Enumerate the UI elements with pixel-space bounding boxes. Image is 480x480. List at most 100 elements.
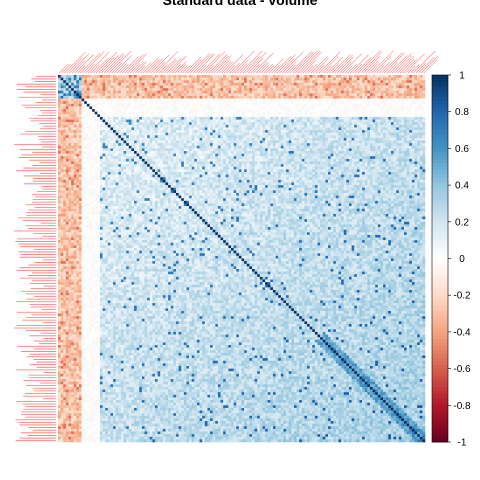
heatmap-cell: [409, 119, 413, 123]
heatmap-cell: [364, 145, 368, 149]
heatmap-cell: [296, 130, 300, 133]
heatmap-cell: [380, 130, 384, 133]
heatmap-cell: [254, 77, 258, 81]
heatmap-cell: [231, 111, 234, 115]
heatmap-cell: [220, 111, 224, 115]
heatmap-cell: [236, 135, 240, 139]
heatmap-cell: [170, 82, 174, 86]
heatmap-cell: [411, 101, 415, 105]
heatmap-cell: [92, 148, 95, 152]
heatmap-cell: [291, 124, 295, 128]
heatmap-cell: [115, 75, 119, 78]
heatmap-cell: [113, 137, 116, 141]
heatmap-cell: [204, 127, 208, 131]
heatmap-cell: [68, 77, 72, 81]
heatmap-cell: [183, 114, 187, 118]
heatmap-cell: [165, 85, 169, 89]
heatmap-cell: [341, 116, 345, 120]
heatmap-cell: [94, 119, 98, 123]
heatmap-cell: [165, 114, 169, 118]
column-label-mark: [407, 65, 416, 74]
heatmap-cell: [249, 82, 253, 86]
heatmap-cell: [246, 95, 250, 99]
column-label-mark: [137, 65, 146, 74]
heatmap-cell: [301, 90, 305, 94]
heatmap-cell: [369, 143, 373, 147]
heatmap-cell: [280, 135, 284, 139]
heatmap-cell: [251, 116, 255, 120]
heatmap-cell: [154, 130, 158, 133]
heatmap-cell: [280, 93, 284, 97]
heatmap-cell: [120, 135, 124, 139]
heatmap-cell: [320, 80, 324, 84]
heatmap-cell: [144, 145, 148, 149]
heatmap-cell: [307, 151, 310, 154]
heatmap-cell: [280, 148, 284, 152]
heatmap-cell: [422, 156, 426, 160]
heatmap-cell: [272, 135, 276, 139]
heatmap-cell: [375, 135, 379, 139]
heatmap-cell: [181, 85, 185, 89]
heatmap-cell: [322, 106, 326, 110]
heatmap-cell: [134, 124, 137, 128]
heatmap-cell: [341, 119, 345, 123]
heatmap-cell: [107, 151, 111, 154]
heatmap-cell: [278, 119, 282, 123]
heatmap-cell: [215, 135, 219, 139]
heatmap-cell: [147, 151, 151, 154]
heatmap-cell: [291, 143, 295, 147]
heatmap-cell: [204, 124, 208, 128]
heatmap-cell: [183, 137, 187, 141]
heatmap-cell: [189, 85, 192, 89]
heatmap-cell: [369, 156, 373, 160]
heatmap-cell: [390, 85, 394, 89]
heatmap-cell: [207, 143, 211, 147]
heatmap-cell: [320, 82, 324, 86]
heatmap-cell: [89, 114, 93, 118]
heatmap-cell: [356, 93, 360, 97]
heatmap-cell: [212, 151, 216, 154]
heatmap-cell: [364, 75, 368, 78]
heatmap-cell: [115, 156, 119, 160]
heatmap-cell: [160, 135, 164, 139]
heatmap-cell: [390, 80, 394, 84]
heatmap-cell: [94, 103, 98, 107]
heatmap-cell: [257, 135, 261, 139]
heatmap-cell: [210, 132, 213, 136]
heatmap-cell: [275, 148, 279, 152]
heatmap-cell: [388, 153, 392, 157]
heatmap-cell: [390, 143, 394, 147]
heatmap-cell: [314, 116, 318, 120]
heatmap-cell: [196, 127, 200, 131]
heatmap-cell: [97, 140, 101, 144]
heatmap-cell: [113, 114, 116, 118]
heatmap-cell: [288, 137, 292, 141]
heatmap-cell: [299, 122, 303, 126]
heatmap-cell: [128, 145, 132, 149]
heatmap-cell: [409, 114, 413, 118]
heatmap-cell: [196, 135, 200, 139]
column-label-mark: [135, 61, 147, 74]
heatmap-cell: [364, 77, 368, 81]
heatmap-cell: [215, 153, 219, 157]
heatmap-cell: [244, 153, 248, 157]
heatmap-cell: [241, 130, 245, 133]
heatmap-cell: [210, 158, 213, 162]
heatmap-cell: [309, 127, 313, 131]
heatmap-cell: [238, 158, 242, 162]
heatmap-cell: [259, 82, 263, 86]
heatmap-cell: [165, 148, 169, 152]
heatmap-cell: [343, 95, 347, 99]
heatmap-cell: [220, 145, 224, 149]
heatmap-cell: [202, 156, 206, 160]
heatmap-cell: [147, 161, 151, 165]
heatmap-cell: [404, 137, 407, 141]
heatmap-cell: [238, 127, 242, 131]
heatmap-cell: [288, 82, 292, 86]
heatmap-cell: [335, 119, 339, 123]
heatmap-cell: [267, 109, 271, 112]
heatmap-cell: [123, 153, 127, 157]
heatmap-cell: [272, 140, 276, 144]
heatmap-cell: [189, 135, 192, 139]
heatmap-cell: [343, 106, 347, 110]
